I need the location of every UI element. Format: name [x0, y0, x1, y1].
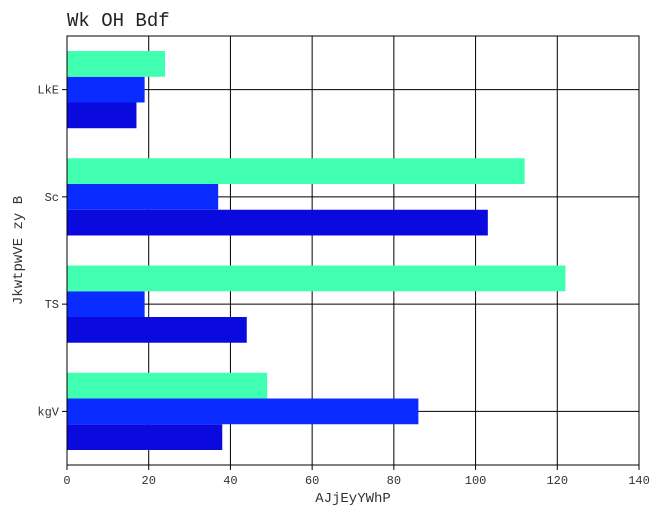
bar: [67, 209, 488, 236]
x-tick-label: 140: [628, 474, 650, 488]
x-axis-label: AJjEyYWhP: [315, 491, 391, 507]
y-tick-label: TS: [45, 298, 59, 312]
x-tick-label: 40: [223, 474, 237, 488]
x-tick-label: 20: [142, 474, 156, 488]
bar: [67, 51, 166, 77]
ticks: 0 20 40 60 80 100 120 140 kgV TS Sc LkE: [37, 84, 649, 488]
bar: [67, 184, 219, 210]
bar: [67, 316, 247, 343]
bar: [67, 424, 223, 450]
bar: [67, 291, 145, 317]
chart-title: Wk OH Bdf: [67, 10, 170, 32]
y-tick-label: Sc: [45, 191, 59, 205]
bar: [67, 76, 145, 103]
x-tick-label: 0: [63, 474, 70, 488]
y-axis-label: JkwtpwVE zy B: [11, 196, 27, 305]
x-tick-label: 80: [387, 474, 401, 488]
bar: [67, 102, 137, 129]
plot-frame: [66, 35, 640, 466]
bars: [67, 51, 566, 450]
x-tick-label: 60: [305, 474, 319, 488]
bar: [67, 372, 268, 399]
x-tick-label: 100: [465, 474, 487, 488]
bar: [67, 398, 419, 425]
y-tick-label: LkE: [37, 84, 59, 98]
bar: [67, 158, 525, 185]
bar: [67, 265, 566, 292]
y-tick-label: kgV: [37, 405, 59, 419]
x-tick-label: 120: [546, 474, 568, 488]
